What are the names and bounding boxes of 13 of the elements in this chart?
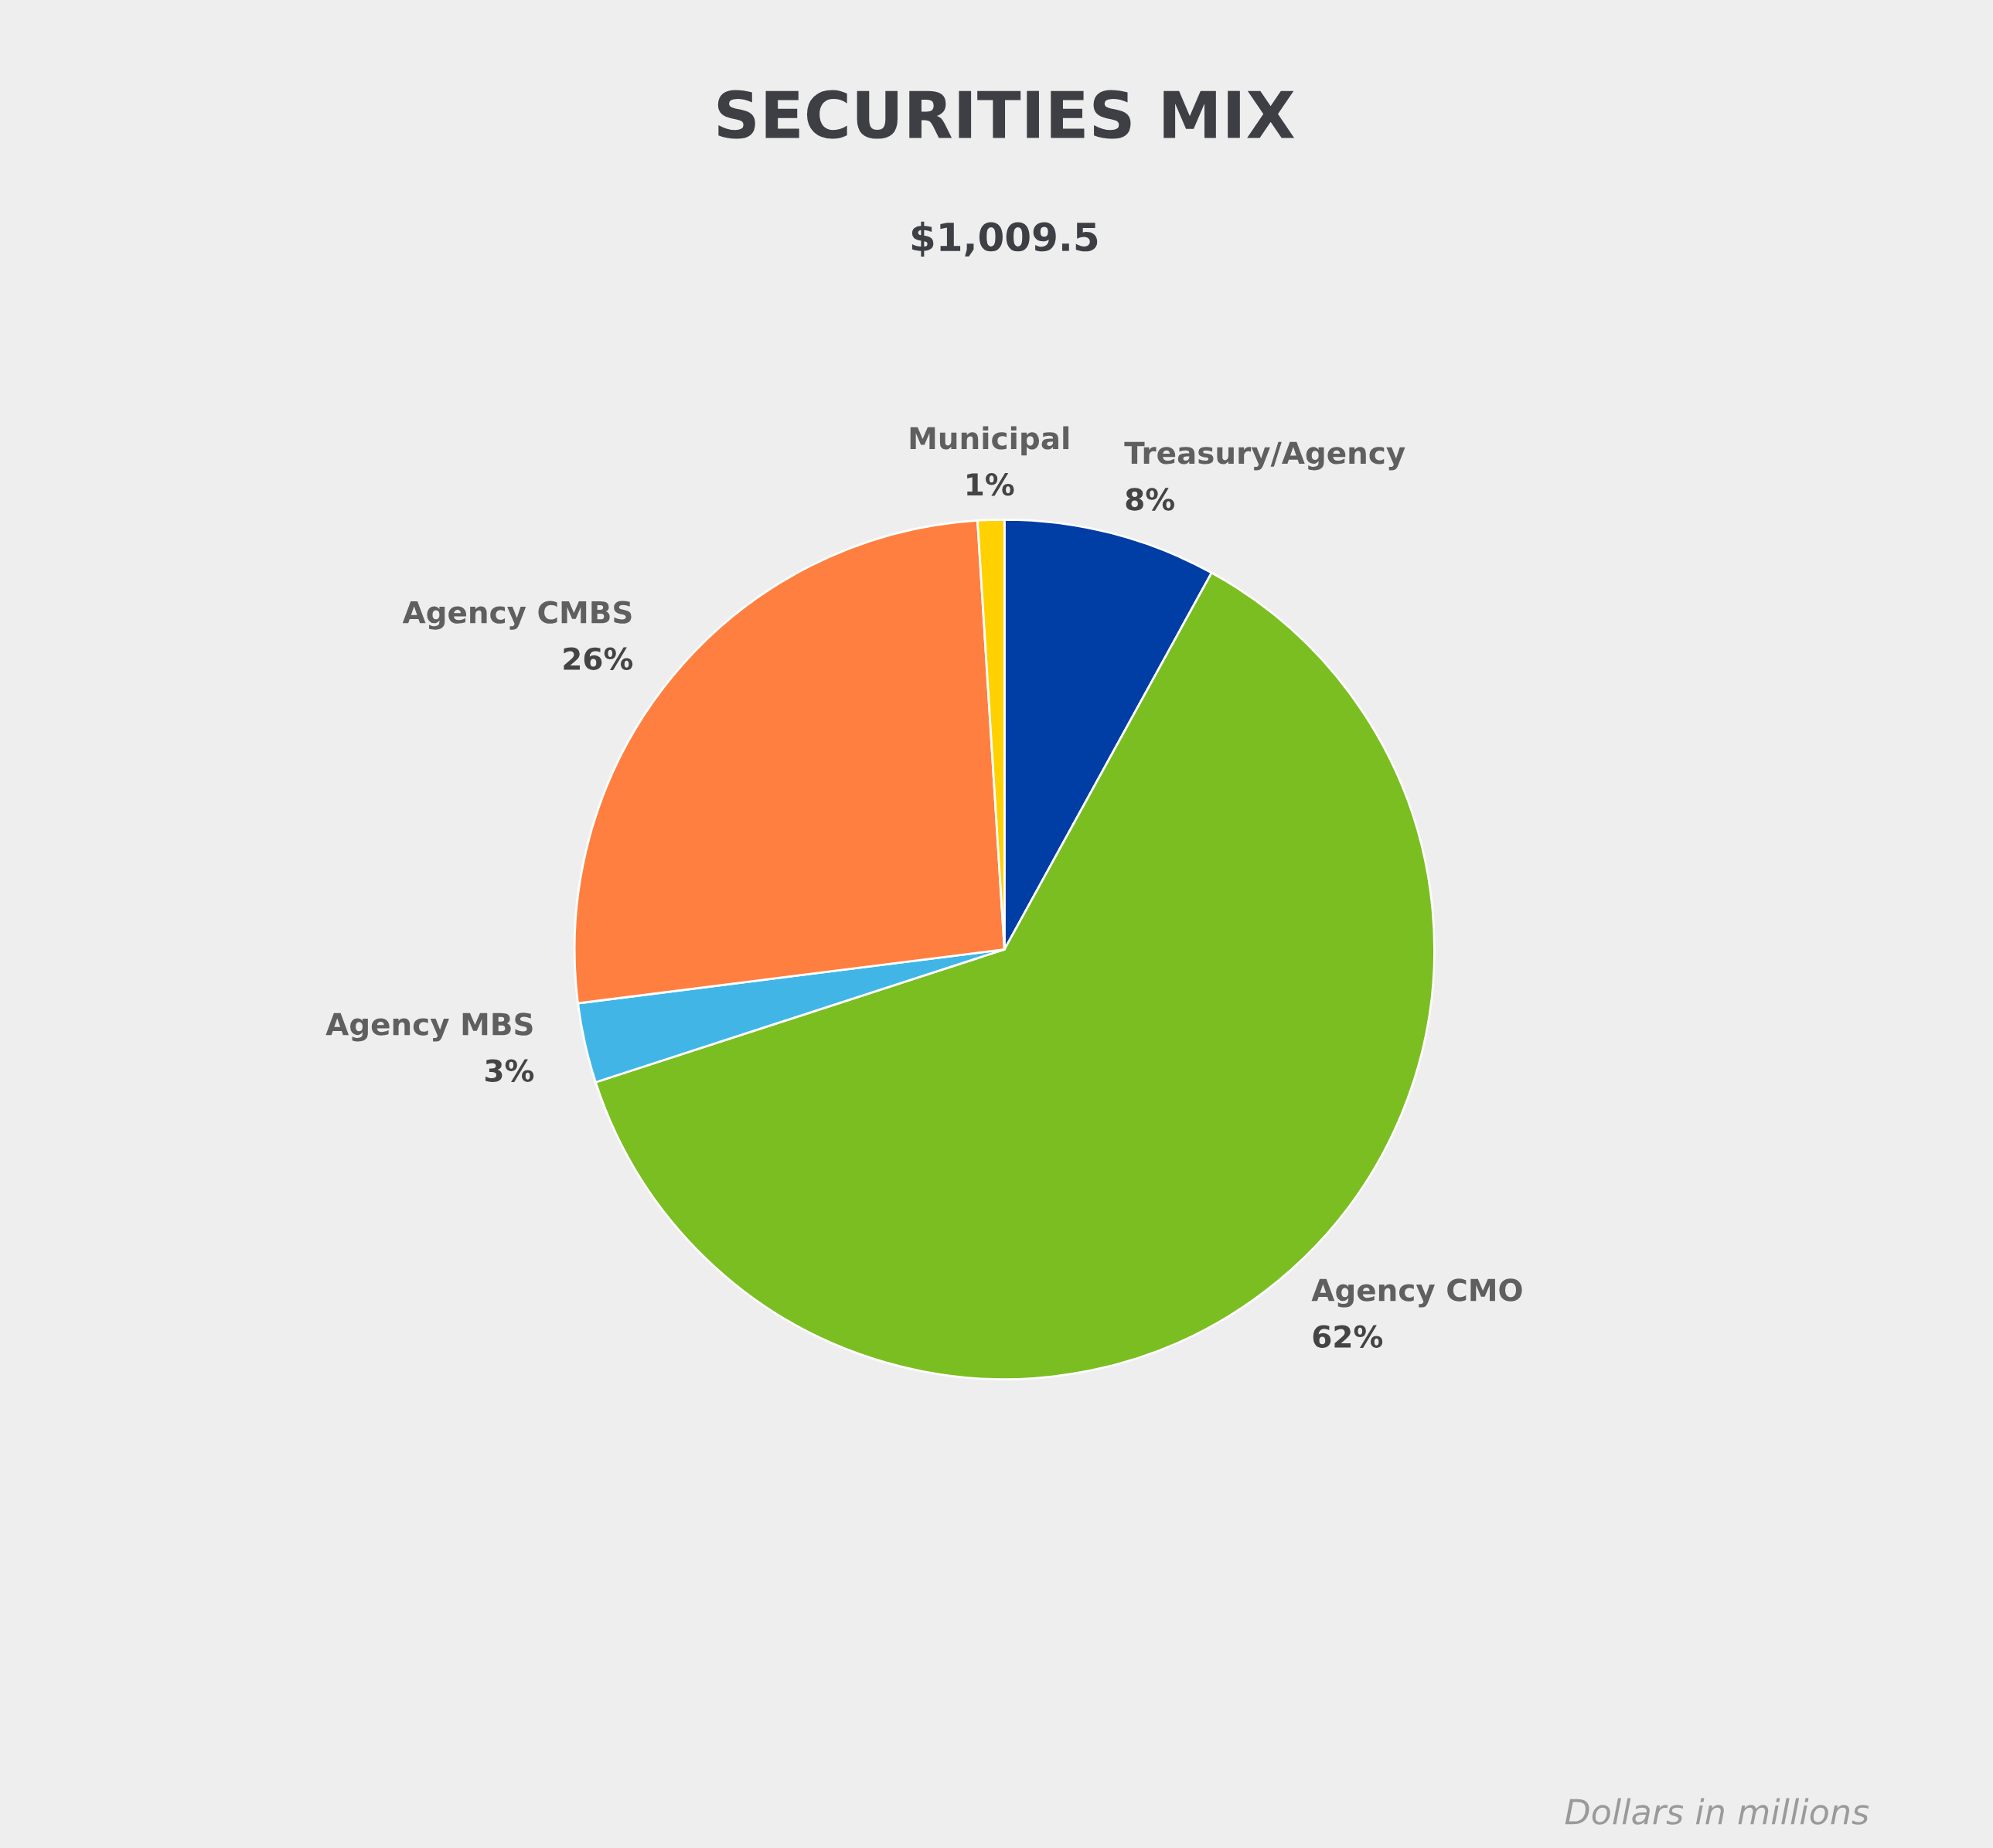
slice-label: Treasury/Agency <box>1124 441 1405 471</box>
slice-label: Agency MBS <box>325 1012 533 1042</box>
data-label: 3% <box>485 1059 534 1082</box>
text: Dollars in millions <box>1565 1798 1869 1825</box>
data-label: 62% <box>1313 1325 1383 1348</box>
chart-subtitle: $1,009.5 <box>911 221 1098 257</box>
slice-label: Agency CMBS <box>402 601 632 630</box>
data-label: 1% <box>967 473 1014 496</box>
data-label: 8% <box>1126 488 1174 511</box>
slice-label: Municipal <box>910 426 1069 456</box>
data-label: 26% <box>564 647 633 671</box>
slice-label: Agency CMO <box>1311 1278 1522 1308</box>
chart-title: SECURITIES MIX <box>717 90 1295 139</box>
